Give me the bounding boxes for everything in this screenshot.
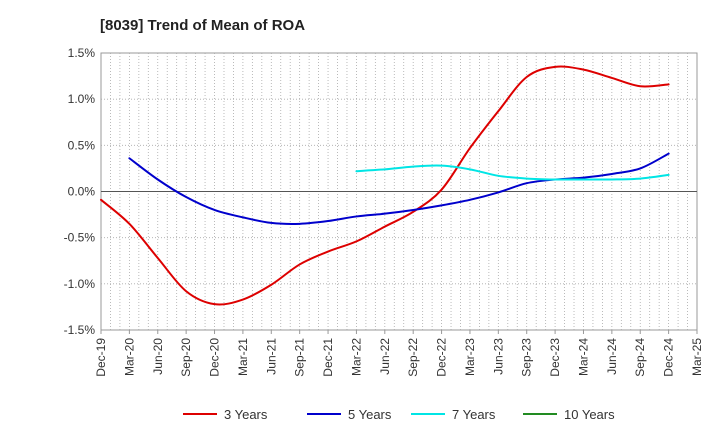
x-tick-label: Jun-21 — [264, 338, 278, 375]
x-tick-label: Dec-23 — [548, 338, 562, 377]
x-tick-label: Jun-23 — [491, 338, 505, 375]
x-tick-label: Jun-20 — [151, 338, 165, 375]
x-tick-label: Sep-21 — [293, 338, 307, 377]
x-tick-label: Dec-21 — [321, 338, 335, 377]
y-tick-label: -0.5% — [64, 231, 96, 245]
y-tick-label: 0.5% — [68, 138, 96, 152]
x-tick-label: Sep-20 — [179, 338, 193, 377]
x-tick-label: Jun-24 — [605, 338, 619, 375]
series-line-7-years — [355, 164, 670, 181]
x-tick-label: Sep-24 — [633, 338, 647, 377]
x-tick-label: Mar-24 — [576, 338, 590, 376]
x-tick-label: Mar-21 — [236, 338, 250, 376]
series-line-5-years — [128, 152, 670, 225]
x-tick-label: Mar-20 — [122, 338, 136, 376]
legend-label-7-years: 7 Years — [452, 407, 496, 422]
legend-label-10-years: 10 Years — [564, 407, 615, 422]
y-tick-label: 0.0% — [68, 185, 96, 199]
legend-label-5-years: 5 Years — [348, 407, 392, 422]
x-tick-label: Dec-24 — [662, 338, 676, 377]
x-tick-label: Dec-19 — [94, 338, 108, 377]
y-tick-label: 1.5% — [68, 46, 96, 60]
x-tick-label: Mar-25 — [690, 338, 704, 376]
x-tick-label: Dec-20 — [208, 338, 222, 377]
series-line-3-years — [100, 65, 670, 306]
legend-label-3-years: 3 Years — [224, 407, 268, 422]
x-tick-label: Jun-22 — [378, 338, 392, 375]
x-tick-label: Dec-22 — [435, 338, 449, 377]
y-tick-label: -1.5% — [64, 323, 96, 337]
x-tick-label: Sep-22 — [406, 338, 420, 377]
y-tick-label: -1.0% — [64, 277, 96, 291]
chart-title: [8039] Trend of Mean of ROA — [100, 17, 305, 34]
x-tick-label: Mar-22 — [349, 338, 363, 376]
x-tick-label: Mar-23 — [463, 338, 477, 376]
y-tick-label: 1.0% — [68, 92, 96, 106]
x-tick-label: Sep-23 — [520, 338, 534, 377]
